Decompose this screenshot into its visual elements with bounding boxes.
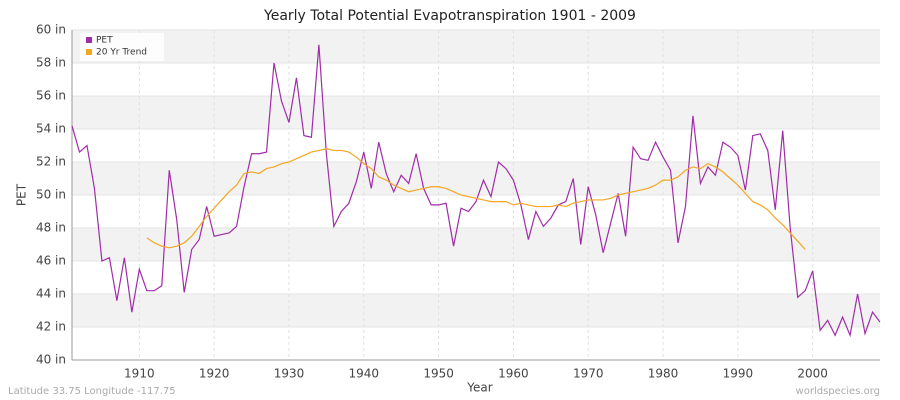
x-axis-label: Year: [466, 381, 492, 395]
x-tick-label: 1910: [124, 367, 155, 381]
y-tick-label: 50 in: [36, 188, 66, 202]
x-tick-label: 1930: [274, 367, 305, 381]
chart-title: Yearly Total Potential Evapotranspiratio…: [263, 8, 636, 24]
y-tick-label: 48 in: [36, 221, 66, 235]
x-tick-label: 1980: [648, 367, 679, 381]
x-tick-label: 1990: [723, 367, 754, 381]
y-tick-label: 60 in: [36, 23, 66, 37]
legend-swatch: [86, 49, 92, 55]
x-tick-label: 2000: [797, 367, 828, 381]
footer-left: Latitude 33.75 Longitude -117.75: [8, 386, 176, 397]
x-tick-label: 1950: [423, 367, 454, 381]
x-tick-label: 1940: [349, 367, 380, 381]
y-tick-label: 52 in: [36, 155, 66, 169]
y-axis-label: PET: [15, 183, 29, 206]
x-tick-label: 1960: [498, 367, 529, 381]
y-tick-label: 46 in: [36, 254, 66, 268]
series-line: [71, 44, 881, 338]
footer-right: worldspecies.org: [796, 386, 880, 397]
legend-label: PET: [96, 36, 113, 46]
grid-band: [72, 162, 880, 195]
y-tick-label: 42 in: [36, 320, 66, 334]
x-tick-label: 1970: [573, 367, 604, 381]
legend-label: 20 Yr Trend: [96, 48, 147, 58]
y-tick-label: 58 in: [36, 56, 66, 70]
series-line: [146, 148, 806, 250]
y-tick-label: 40 in: [36, 353, 66, 367]
grid-band: [72, 294, 880, 327]
grid-band: [72, 30, 880, 63]
y-tick-label: 54 in: [36, 122, 66, 136]
grid-band: [72, 228, 880, 261]
grid: [72, 29, 880, 361]
legend-swatch: [86, 37, 92, 43]
x-tick-label: 1920: [199, 367, 230, 381]
y-tick-label: 44 in: [36, 287, 66, 301]
legend-box: [80, 33, 164, 61]
y-tick-label: 56 in: [36, 89, 66, 103]
grid-band: [72, 96, 880, 129]
